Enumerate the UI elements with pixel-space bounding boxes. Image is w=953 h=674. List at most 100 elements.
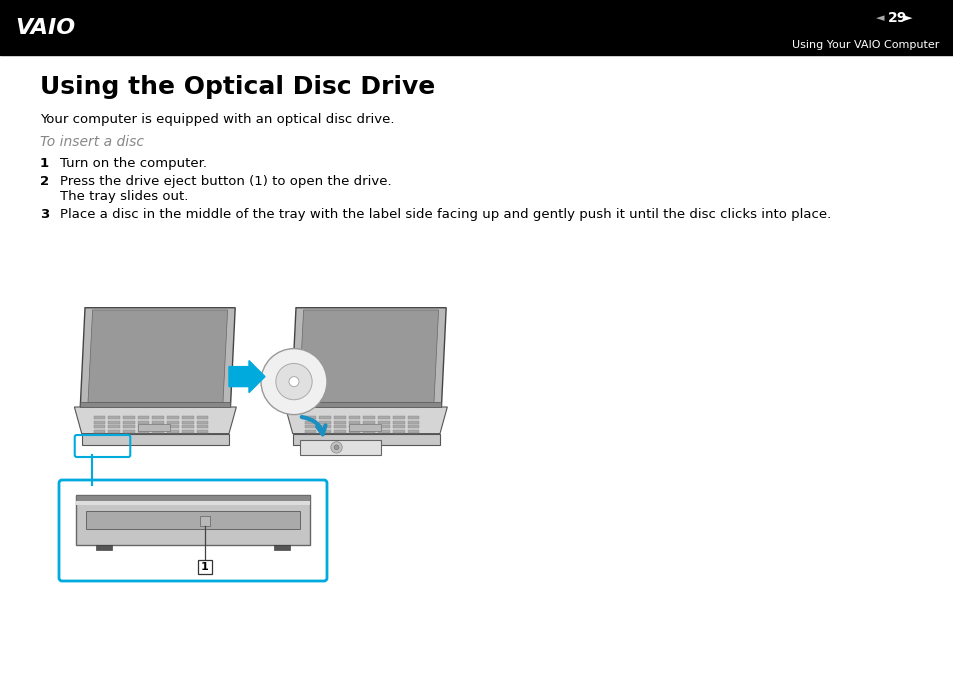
Bar [304,416,316,419]
Bar [152,416,164,419]
Bar [393,425,404,428]
Text: 3: 3 [40,208,50,221]
Bar [196,416,208,419]
Bar [393,416,404,419]
Bar [76,495,310,545]
Polygon shape [74,407,236,433]
Polygon shape [285,407,447,433]
Bar [123,430,134,433]
Bar [407,416,419,419]
Bar [334,430,345,433]
Bar [167,416,179,419]
Text: 1: 1 [201,562,209,572]
Bar [167,425,179,428]
FancyBboxPatch shape [59,480,327,581]
Text: The tray slides out.: The tray slides out. [60,190,188,203]
Bar [348,416,360,419]
Bar [377,416,390,419]
Bar [80,402,231,407]
Bar [198,560,212,574]
Bar [377,421,390,424]
Bar [377,425,390,428]
Bar [407,425,419,428]
Bar [76,501,310,505]
Bar [108,421,120,424]
Bar [108,416,120,419]
Bar [137,421,150,424]
Bar [182,430,193,433]
Bar [348,425,360,428]
Bar [319,421,331,424]
Bar [363,421,375,424]
Bar [123,421,134,424]
Text: ◄: ◄ [875,13,883,23]
Bar [86,511,299,529]
Polygon shape [229,361,265,392]
Text: Place a disc in the middle of the tray with the label side facing up and gently : Place a disc in the middle of the tray w… [60,208,830,221]
Bar [152,421,164,424]
Polygon shape [298,310,438,404]
Polygon shape [88,310,228,404]
Text: VAIO: VAIO [15,18,75,38]
Bar [108,425,120,428]
Bar [304,421,316,424]
Circle shape [261,348,327,415]
Bar [123,416,134,419]
Text: Using Your VAIO Computer: Using Your VAIO Computer [791,40,938,50]
Bar [137,430,150,433]
Circle shape [334,445,338,450]
Polygon shape [80,308,235,407]
Bar [407,430,419,433]
Bar [274,545,290,550]
Bar [348,421,360,424]
Text: ►: ► [903,13,911,23]
Polygon shape [293,433,439,445]
Bar [182,425,193,428]
Polygon shape [300,440,380,454]
Bar [196,425,208,428]
Bar [363,425,375,428]
Bar [363,430,375,433]
Bar [407,421,419,424]
Bar [93,416,105,419]
Bar [182,421,193,424]
Bar [108,430,120,433]
Bar [291,402,441,407]
Bar [319,430,331,433]
Text: 1: 1 [40,157,49,170]
Bar [152,430,164,433]
Bar [304,425,316,428]
Circle shape [275,363,312,400]
Circle shape [289,377,298,387]
Bar [167,430,179,433]
Bar [0,0,953,55]
Bar [334,425,345,428]
Bar [137,425,150,428]
Text: 2: 2 [40,175,49,188]
Bar [137,416,150,419]
Bar [93,425,105,428]
Text: Turn on the computer.: Turn on the computer. [60,157,207,170]
Bar [182,416,193,419]
Circle shape [331,441,342,453]
Bar [334,416,345,419]
Bar [93,430,105,433]
Polygon shape [291,308,446,407]
Bar [196,421,208,424]
Text: Your computer is equipped with an optical disc drive.: Your computer is equipped with an optica… [40,113,395,126]
Bar [393,421,404,424]
Bar [196,430,208,433]
Text: Press the drive eject button (1) to open the drive.: Press the drive eject button (1) to open… [60,175,392,188]
Text: 29: 29 [887,11,906,25]
Bar [348,424,380,431]
Polygon shape [82,433,229,445]
Bar [334,421,345,424]
Bar [200,516,210,526]
Bar [167,421,179,424]
Bar [348,430,360,433]
Bar [93,421,105,424]
Text: To insert a disc: To insert a disc [40,135,144,149]
Bar [393,430,404,433]
Bar [363,416,375,419]
Bar [152,425,164,428]
